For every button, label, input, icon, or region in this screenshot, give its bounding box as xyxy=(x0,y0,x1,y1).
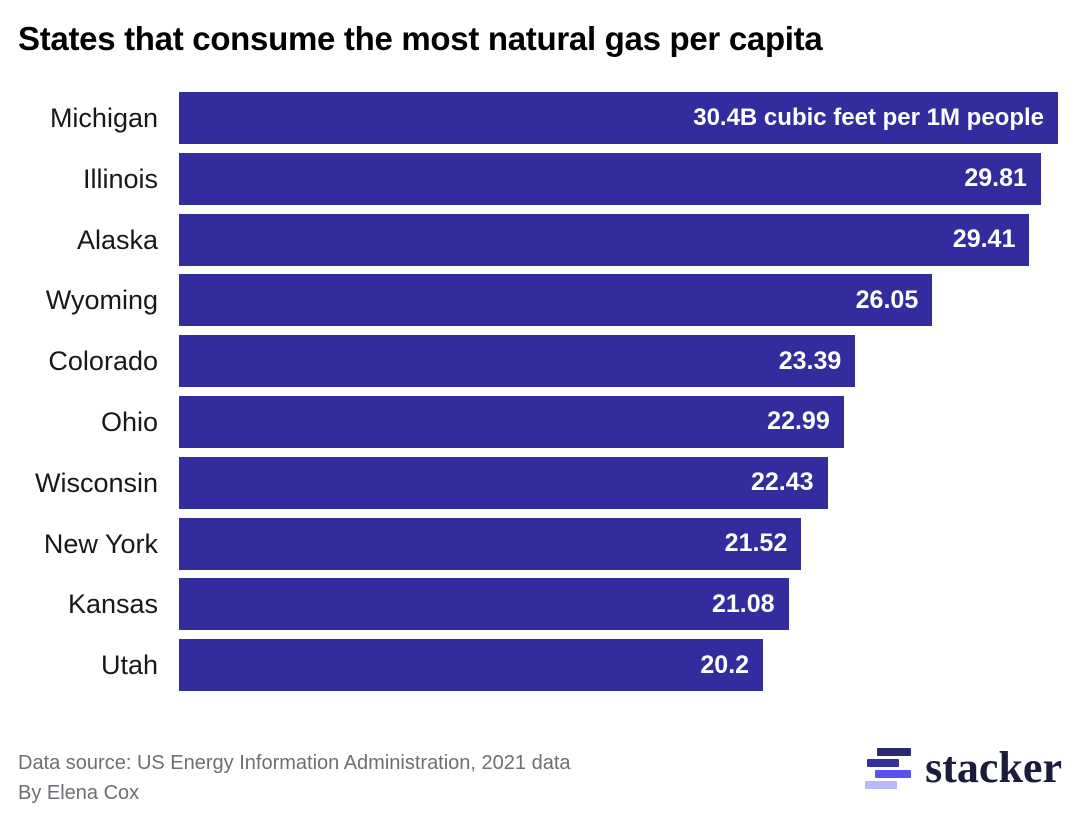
chart-bar-row: Ohio 22.99 xyxy=(0,395,1080,457)
bar-value-label: 30.4B cubic feet per 1M people xyxy=(693,104,1044,131)
bar-track: 26.05 xyxy=(179,274,1080,327)
bar-track: 22.43 xyxy=(179,456,1080,509)
bar-track: 23.39 xyxy=(179,335,1080,388)
chart-bar: 29.81 xyxy=(179,152,1041,205)
bar-value-label: 29.41 xyxy=(952,225,1016,254)
stacker-wordmark: stacker xyxy=(925,743,1062,792)
chart-bar: 23.39 xyxy=(179,335,856,388)
bar-track: 29.41 xyxy=(179,213,1080,266)
bar-value-label: 26.05 xyxy=(855,285,919,314)
chart-bar: 20.2 xyxy=(179,639,764,692)
bar-track: 30.4B cubic feet per 1M people xyxy=(179,92,1080,144)
category-label: Illinois xyxy=(82,163,158,194)
category-label: New York xyxy=(43,528,158,559)
category-label: Colorado xyxy=(48,346,158,377)
data-source-text: Data source: US Energy Information Admin… xyxy=(18,752,571,774)
logo-bar-2 xyxy=(867,759,900,767)
chart-bar-row: New York 21.52 xyxy=(0,517,1080,579)
bar-track: 20.2 xyxy=(179,639,1080,692)
category-label: Ohio xyxy=(100,406,158,437)
bar-value-label: 20.2 xyxy=(700,650,750,679)
logo-bar-3 xyxy=(875,770,912,778)
bar-value-label: 23.39 xyxy=(778,346,842,375)
bar-track: 21.52 xyxy=(179,517,1080,570)
bar-track: 22.99 xyxy=(179,395,1080,448)
logo-bar-4 xyxy=(865,781,898,789)
chart-bar-row: Colorado 23.39 xyxy=(0,335,1080,396)
chart-bar: 29.41 xyxy=(179,213,1030,266)
bar-chart-plot-area: Michigan 30.4B cubic feet per 1M people Il… xyxy=(0,92,1080,700)
bar-value-label: 21.52 xyxy=(724,529,788,558)
chart-bar: 21.08 xyxy=(179,578,789,631)
chart-bar: 30.4B cubic feet per 1M people xyxy=(179,92,1058,144)
bar-track: 29.81 xyxy=(179,152,1080,205)
category-label: Michigan xyxy=(49,103,158,133)
chart-footer: Data source: US Energy Information Admin… xyxy=(18,748,818,808)
chart-bar-row: Utah 20.2 xyxy=(0,639,1080,700)
category-label: Kansas xyxy=(67,589,158,620)
byline-text: By Elena Cox xyxy=(18,782,140,804)
bar-value-label: 29.81 xyxy=(964,164,1027,193)
chart-bar: 26.05 xyxy=(179,274,933,327)
bar-track: 21.08 xyxy=(179,578,1080,631)
chart-bar: 22.43 xyxy=(179,456,828,509)
logo-bar-1 xyxy=(877,748,912,756)
bar-value-label: 22.99 xyxy=(767,407,830,436)
category-label: Alaska xyxy=(76,224,158,255)
chart-bar-row: Illinois 29.81 xyxy=(0,152,1080,214)
category-label: Utah xyxy=(100,650,158,681)
category-label: Wyoming xyxy=(45,285,158,316)
chart-bar-row: Kansas 21.08 xyxy=(0,578,1080,639)
bar-value-label: 22.43 xyxy=(750,468,814,497)
chart-bar-row: Wisconsin 22.43 xyxy=(0,456,1080,518)
chart-bar: 22.99 xyxy=(179,395,844,448)
stacker-bars-icon xyxy=(865,746,912,790)
chart-bar-row: Alaska 29.41 xyxy=(0,213,1080,275)
stacker-logo: stacker xyxy=(865,742,1062,794)
bar-value-label: 21.08 xyxy=(711,589,775,618)
page-title: States that consume the most natural gas… xyxy=(18,20,823,57)
category-label: Wisconsin xyxy=(34,467,158,498)
chart-bar-row: Wyoming 26.05 xyxy=(0,274,1080,335)
chart-bar-row: Michigan 30.4B cubic feet per 1M people xyxy=(0,92,1080,153)
chart-bar: 21.52 xyxy=(179,517,802,570)
